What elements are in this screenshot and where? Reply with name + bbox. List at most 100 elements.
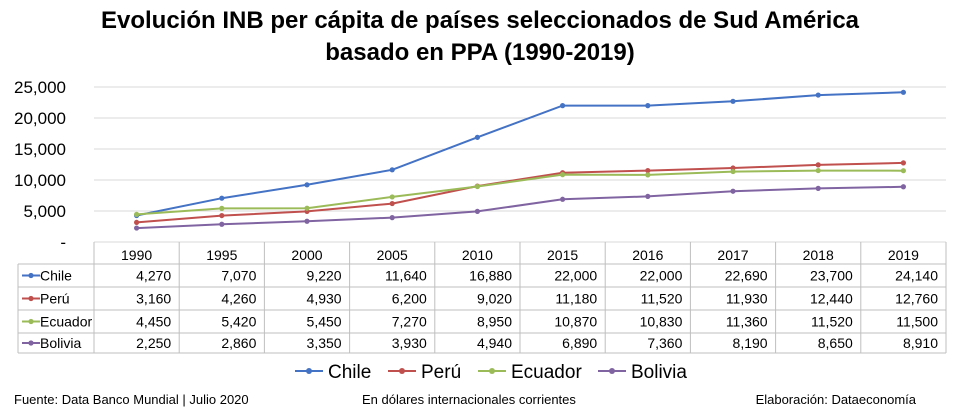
data-point bbox=[815, 185, 821, 191]
table-value-cell: 4,930 bbox=[307, 291, 342, 307]
table-value-cell: 8,650 bbox=[818, 335, 853, 351]
table-value-cell: 12,760 bbox=[895, 291, 938, 307]
data-point bbox=[815, 92, 821, 98]
table-value-cell: 23,700 bbox=[810, 268, 853, 284]
data-point bbox=[304, 205, 310, 211]
table-series-label: Chile bbox=[40, 268, 72, 284]
series-line-chile bbox=[136, 91, 904, 217]
data-point bbox=[900, 89, 907, 95]
table-value-cell: 11,180 bbox=[555, 291, 597, 307]
table-value-cell: 8,950 bbox=[477, 314, 512, 330]
table-series-label: Bolivia bbox=[40, 335, 81, 351]
data-point bbox=[815, 167, 821, 174]
data-point bbox=[219, 195, 225, 201]
table-value-cell: 10,870 bbox=[554, 314, 597, 330]
x-category-label: 2018 bbox=[803, 247, 834, 263]
data-point bbox=[389, 215, 395, 221]
table-series-label: Ecuador bbox=[40, 314, 92, 330]
data-point bbox=[389, 167, 395, 173]
table-value-cell: 16,880 bbox=[469, 268, 512, 284]
table-value-cell: 8,910 bbox=[903, 335, 938, 351]
data-point bbox=[645, 172, 651, 178]
table-legend-key-marker bbox=[28, 272, 34, 279]
legend-label: Ecuador bbox=[511, 362, 582, 383]
table-value-cell: 24,140 bbox=[895, 268, 938, 284]
data-point bbox=[134, 211, 140, 218]
data-point bbox=[645, 103, 651, 109]
data-point bbox=[560, 172, 566, 178]
table-value-cell: 9,020 bbox=[477, 291, 512, 307]
table-legend-key-marker bbox=[28, 295, 34, 302]
y-tick-label: 15,000 bbox=[14, 140, 66, 159]
y-tick-label: 20,000 bbox=[14, 109, 66, 128]
legend-key-marker bbox=[489, 368, 495, 374]
series-line-bolivia bbox=[136, 185, 904, 230]
table-value-cell: 8,190 bbox=[733, 335, 768, 351]
table-value-cell: 4,940 bbox=[477, 335, 512, 351]
legend-label: Bolivia bbox=[631, 362, 687, 383]
series-line-ecuador bbox=[136, 169, 904, 216]
table-value-cell: 5,450 bbox=[307, 314, 342, 330]
legend-key-marker bbox=[399, 368, 405, 374]
x-category-label: 2019 bbox=[888, 247, 919, 263]
y-tick-label: - bbox=[60, 233, 66, 252]
data-point bbox=[219, 212, 225, 219]
data-point bbox=[900, 184, 907, 190]
data-point bbox=[304, 218, 310, 224]
data-point bbox=[900, 160, 907, 166]
table-series-label: Perú bbox=[40, 291, 70, 307]
table-value-cell: 12,440 bbox=[810, 291, 853, 307]
legend-key-marker bbox=[609, 368, 615, 374]
y-tick-label: 25,000 bbox=[14, 78, 66, 97]
data-point bbox=[730, 98, 736, 104]
data-point bbox=[900, 168, 907, 174]
legend-key-marker bbox=[306, 368, 312, 374]
data-point bbox=[134, 219, 140, 226]
data-point bbox=[560, 196, 566, 202]
chart-title-line1: Evolución INB per cápita de países selec… bbox=[100, 7, 860, 34]
table-value-cell: 3,930 bbox=[392, 335, 427, 351]
table-value-cell: 22,000 bbox=[554, 268, 597, 284]
table-value-cell: 11,520 bbox=[641, 291, 683, 307]
data-point bbox=[389, 194, 395, 200]
table-value-cell: 10,830 bbox=[640, 314, 683, 330]
table-value-cell: 22,690 bbox=[725, 268, 768, 284]
table-value-cell: 3,350 bbox=[307, 335, 342, 351]
table-value-cell: 22,000 bbox=[640, 268, 683, 284]
data-point bbox=[219, 221, 225, 227]
table-value-cell: 4,450 bbox=[136, 314, 171, 330]
table-value-cell: 2,250 bbox=[136, 335, 171, 351]
table-value-cell: 11,500 bbox=[896, 314, 938, 330]
table-value-cell: 7,360 bbox=[647, 335, 682, 351]
table-value-cell: 7,270 bbox=[392, 314, 427, 330]
table-value-cell: 6,200 bbox=[392, 291, 427, 307]
data-point bbox=[219, 205, 225, 211]
data-point bbox=[730, 188, 736, 194]
x-category-label: 2010 bbox=[462, 247, 493, 263]
table-value-cell: 4,260 bbox=[221, 291, 256, 307]
x-category-label: 1990 bbox=[121, 247, 152, 263]
data-point bbox=[474, 134, 480, 140]
legend-label: Chile bbox=[328, 362, 371, 383]
x-category-label: 1995 bbox=[206, 247, 237, 263]
data-point bbox=[815, 162, 821, 168]
table-legend-key-marker bbox=[28, 318, 34, 325]
table-value-cell: 3,160 bbox=[136, 291, 171, 307]
x-category-label: 2015 bbox=[547, 247, 578, 263]
table-value-cell: 11,520 bbox=[811, 314, 853, 330]
table-value-cell: 11,930 bbox=[726, 291, 768, 307]
y-tick-label: 5,000 bbox=[23, 202, 66, 221]
series-line-perú bbox=[136, 161, 904, 224]
data-point bbox=[560, 103, 566, 109]
data-point bbox=[474, 208, 480, 214]
legend-label: Perú bbox=[421, 362, 461, 383]
data-point bbox=[134, 225, 140, 231]
table-value-cell: 7,070 bbox=[221, 268, 256, 284]
table-value-cell: 5,420 bbox=[221, 314, 256, 330]
data-point bbox=[389, 200, 395, 207]
x-category-label: 2000 bbox=[291, 247, 322, 263]
data-point bbox=[645, 193, 651, 199]
table-value-cell: 6,890 bbox=[562, 335, 597, 351]
